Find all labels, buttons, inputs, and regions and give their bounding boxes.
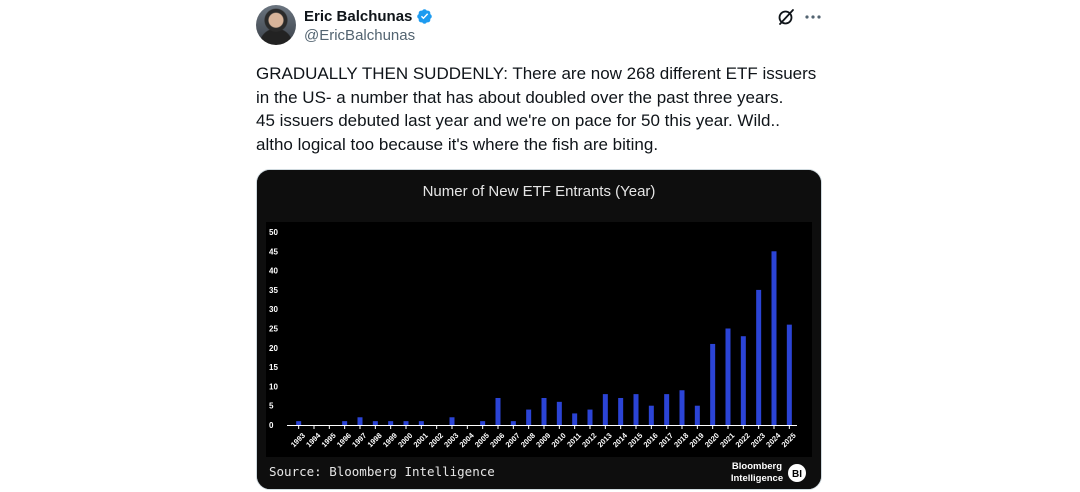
- bar-1996: [342, 421, 348, 425]
- bar-2006: [495, 397, 501, 425]
- chart-source: Source: Bloomberg Intelligence: [269, 464, 495, 479]
- bar-2017: [664, 394, 670, 425]
- y-tick-label: 5: [269, 402, 274, 411]
- bar-series: [296, 251, 792, 425]
- logo-text-line-1: Bloomberg: [732, 461, 782, 472]
- y-tick-label: 50: [269, 228, 278, 237]
- bar-1993: [296, 421, 302, 425]
- y-tick-label: 0: [269, 421, 274, 430]
- bar-2014: [618, 397, 624, 425]
- plot-area: [266, 222, 812, 457]
- bar-1998: [372, 421, 378, 425]
- bar-1999: [388, 421, 394, 425]
- tweet-text-line: altho logical too because it's where the…: [256, 134, 659, 154]
- tweet-text-line: GRADUALLY THEN SUDDENLY: There are now 2…: [256, 64, 817, 83]
- bar-2000: [403, 421, 409, 425]
- bar-2024: [771, 251, 777, 425]
- y-tick-label: 35: [269, 286, 278, 295]
- bar-2018: [679, 390, 685, 425]
- y-tick-label: 15: [269, 363, 278, 372]
- chart-title: Numer of New ETF Entrants (Year): [423, 183, 656, 200]
- grok-icon[interactable]: [776, 7, 796, 27]
- y-tick-label: 45: [269, 247, 278, 256]
- y-tick-label: 40: [269, 267, 278, 276]
- bar-2003: [449, 417, 455, 425]
- y-tick-label: 10: [269, 382, 278, 391]
- bar-2013: [602, 394, 608, 425]
- more-icon[interactable]: [803, 7, 823, 27]
- avatar[interactable]: [256, 5, 296, 45]
- tweet: Eric Balchunas @EricBalchunas GRADUALLY …: [256, 0, 824, 492]
- author-handle[interactable]: @EricBalchunas: [304, 27, 416, 44]
- tweet-text: GRADUALLY THEN SUDDENLY: There are now 2…: [256, 62, 824, 156]
- y-tick-label: 30: [269, 305, 278, 314]
- tweet-text-line: 45 issuers debuted last year and we're o…: [256, 111, 780, 130]
- logo-badge-icon: [788, 464, 806, 482]
- tweet-media-chart[interactable]: Numer of New ETF Entrants (Year) 0 5 10 15 2…: [256, 169, 822, 490]
- bar-2015: [633, 394, 639, 425]
- bar-2008: [526, 409, 532, 425]
- bar-2019: [694, 405, 700, 425]
- bar-2025: [786, 324, 792, 425]
- y-tick-label: 20: [269, 344, 278, 353]
- logo-text-line-2: Intelligence: [731, 473, 783, 484]
- logo-badge-text: BI: [792, 469, 802, 480]
- bar-2007: [510, 421, 516, 425]
- bar-1997: [357, 417, 363, 425]
- y-axis: 0 5 10 15 20 25 30 35 40 45 50: [269, 228, 797, 430]
- verified-badge-icon: [417, 8, 433, 24]
- y-tick-label: 25: [269, 325, 278, 334]
- bar-2020: [710, 343, 716, 425]
- bar-2016: [648, 405, 654, 425]
- bar-2010: [556, 401, 562, 425]
- bar-2022: [740, 336, 746, 425]
- bar-2009: [541, 397, 547, 425]
- author-display-name[interactable]: Eric Balchunas: [304, 7, 413, 25]
- bar-2001: [418, 421, 424, 425]
- bar-2011: [572, 413, 578, 425]
- bar-2023: [756, 289, 762, 425]
- bar-2012: [587, 409, 593, 425]
- author-name-row: Eric Balchunas: [304, 6, 433, 26]
- tweet-text-line: in the US- a number that has about doubl…: [256, 87, 784, 107]
- bar-2005: [480, 421, 486, 425]
- bar-chart: Numer of New ETF Entrants (Year) 0 5 10 15 2…: [257, 170, 821, 489]
- bar-2021: [725, 328, 731, 425]
